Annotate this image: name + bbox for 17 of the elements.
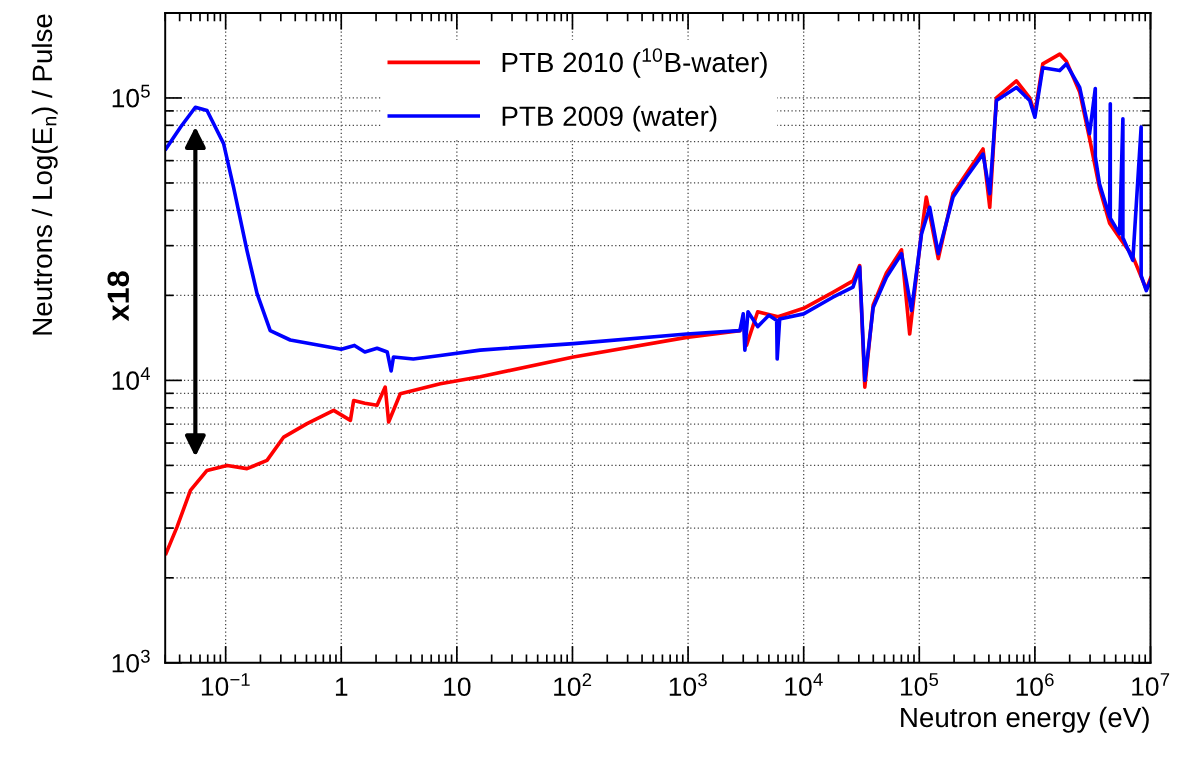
y-axis-title: Neutrons / Log(E$_{n}$) / Pulse bbox=[31, 14, 58, 335]
x-tick-label: 10$^{−1}$ bbox=[201, 673, 250, 696]
x-tick-label: 10$^{6}$ bbox=[1016, 673, 1054, 697]
x-tick-label: 10$^{5}$ bbox=[900, 673, 939, 696]
x-tick-label: 10$^{4}$ bbox=[785, 673, 823, 696]
x-tick-label: 10$^{7}$ bbox=[1132, 673, 1170, 696]
y-tick-label: 10$^{4}$ bbox=[112, 367, 150, 390]
y-tick-label: 10$^{3}$ bbox=[112, 649, 150, 673]
x-tick-label: 10 bbox=[444, 677, 471, 697]
legend-label: PTB 2010 ($^{10}$B-water) bbox=[502, 48, 767, 78]
x-tick-label: 10$^{2}$ bbox=[554, 673, 592, 697]
x-tick-label: 10$^{3}$ bbox=[669, 673, 707, 697]
text: x18 bbox=[107, 271, 130, 322]
legend-label: PTB 2009 (water) bbox=[502, 105, 717, 132]
x-tick-label: 1 bbox=[335, 677, 348, 696]
y-tick-label: 10$^{5}$ bbox=[112, 84, 150, 108]
x-axis-title: Neutron energy (eV) bbox=[901, 706, 1149, 733]
